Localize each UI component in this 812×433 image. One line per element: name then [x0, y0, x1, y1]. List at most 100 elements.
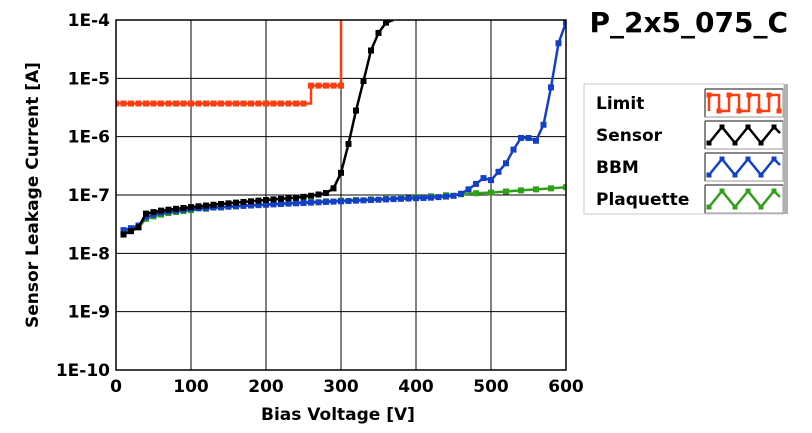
data-point-limit — [165, 100, 172, 107]
x-tick-label: 500 — [473, 377, 509, 397]
data-point-limit — [116, 100, 119, 107]
data-point-bbm — [390, 196, 397, 203]
data-point-limit — [248, 100, 254, 107]
data-point-bbm — [323, 198, 329, 205]
data-point-bbm — [240, 202, 247, 209]
data-point-plaquette — [503, 188, 509, 195]
legend-scrollbar[interactable] — [784, 84, 788, 214]
data-point-bbm — [563, 20, 566, 26]
data-point-limit — [158, 100, 164, 107]
data-point-bbm — [413, 195, 419, 202]
legend-item-bbm: BBM — [596, 152, 784, 182]
data-point-limit — [285, 100, 292, 107]
data-point-bbm — [533, 137, 539, 144]
data-point-bbm — [383, 196, 389, 203]
data-point-limit — [210, 100, 217, 107]
data-point-bbm — [435, 194, 442, 201]
data-point-bbm — [353, 197, 359, 204]
data-point-limit — [270, 100, 277, 107]
data-point-bbm — [458, 190, 464, 197]
data-point-bbm — [233, 203, 239, 210]
data-point-bbm — [443, 193, 449, 200]
data-point-bbm — [345, 197, 352, 204]
data-point-sensor — [255, 197, 262, 204]
data-point-sensor — [263, 197, 269, 204]
data-point-bbm — [338, 198, 344, 205]
data-point-plaquette — [473, 190, 479, 197]
data-point-sensor — [188, 204, 194, 211]
data-point-bbm — [540, 121, 547, 128]
data-point-limit — [255, 100, 262, 107]
legend-item-limit: Limit — [596, 88, 784, 118]
data-point-limit — [240, 100, 247, 107]
legend-label-plaquette: Plaquette — [596, 190, 689, 210]
data-point-bbm — [555, 40, 562, 47]
y-tick-label: 1E-5 — [68, 69, 110, 89]
data-point-plaquette — [488, 189, 494, 196]
data-point-limit — [218, 100, 224, 107]
data-point-plaquette — [533, 186, 539, 193]
data-point-bbm — [285, 200, 292, 207]
data-point-limit — [188, 100, 194, 107]
x-tick-label: 100 — [173, 377, 209, 397]
data-point-bbm — [420, 194, 427, 201]
data-point-limit — [300, 100, 307, 107]
data-point-bbm — [450, 192, 457, 199]
data-point-plaquette — [563, 184, 566, 191]
data-point-sensor — [323, 190, 329, 197]
data-point-sensor — [375, 29, 382, 36]
data-point-limit — [233, 100, 239, 107]
data-point-sensor — [210, 201, 217, 208]
data-point-sensor — [285, 195, 292, 202]
y-tick-labels: 1E-4 1E-5 1E-6 1E-7 1E-8 1E-9 1E-10 — [56, 11, 110, 381]
data-point-sensor — [360, 78, 367, 85]
data-point-bbm — [375, 196, 382, 203]
data-point-plaquette — [548, 185, 554, 192]
data-point-limit — [195, 100, 202, 107]
data-point-limit — [180, 100, 187, 107]
data-point-sensor — [128, 228, 134, 235]
data-point-bbm — [218, 204, 224, 211]
legend-swatch-sensor — [704, 120, 784, 150]
x-tick-label: 600 — [548, 377, 584, 397]
data-point-sensor — [338, 169, 344, 176]
data-point-bbm — [405, 195, 412, 202]
data-point-sensor — [165, 206, 172, 213]
data-point-bbm — [518, 134, 524, 141]
data-point-sensor — [203, 202, 209, 209]
data-point-bbm — [480, 175, 487, 182]
data-point-sensor — [330, 185, 337, 192]
data-point-bbm — [525, 134, 532, 141]
data-point-limit — [120, 100, 127, 107]
data-point-limit — [173, 100, 179, 107]
series-layer — [116, 20, 566, 238]
legend-sample-limit — [707, 93, 781, 113]
data-point-limit — [203, 100, 209, 107]
x-tick-labels: 0 100 200 300 400 500 600 — [110, 377, 584, 397]
data-point-limit — [330, 82, 337, 89]
y-tick-label: 1E-4 — [68, 11, 110, 31]
data-point-bbm — [503, 160, 509, 167]
data-point-sensor — [368, 47, 374, 54]
data-point-bbm — [300, 199, 307, 206]
data-point-limit — [143, 100, 149, 107]
legend: Limit Sensor BBM Plaquette — [583, 83, 788, 215]
data-point-bbm — [488, 177, 494, 184]
data-point-bbm — [428, 194, 434, 201]
data-point-sensor — [383, 20, 389, 26]
data-point-bbm — [255, 202, 262, 209]
data-point-sensor — [158, 207, 164, 214]
data-point-bbm — [293, 200, 299, 207]
legend-label-bbm: BBM — [596, 158, 639, 178]
data-point-sensor — [195, 203, 202, 210]
data-point-sensor — [150, 209, 157, 216]
data-point-bbm — [330, 198, 337, 205]
data-point-sensor — [270, 196, 277, 203]
y-tick-label: 1E-9 — [68, 303, 110, 323]
x-tick-label: 300 — [323, 377, 359, 397]
data-point-bbm — [263, 201, 269, 208]
data-point-bbm — [473, 180, 479, 187]
data-point-bbm — [495, 168, 502, 175]
data-point-sensor — [353, 107, 359, 114]
